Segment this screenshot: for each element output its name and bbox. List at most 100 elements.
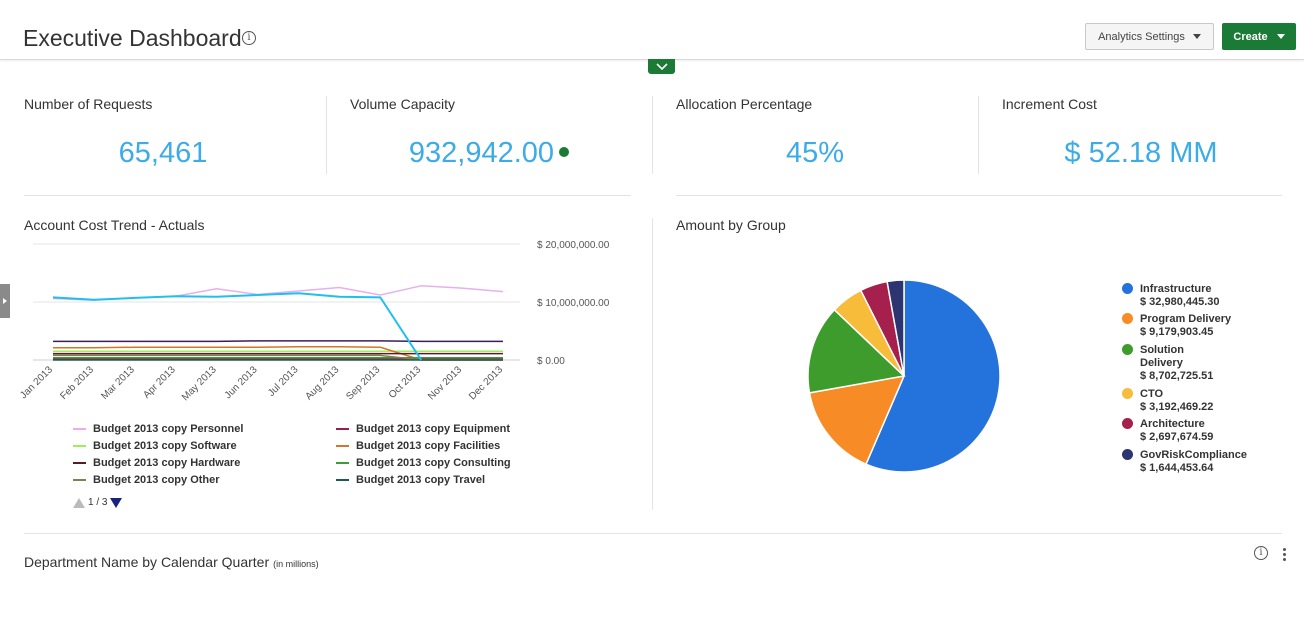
legend-value: $ 32,980,445.30 (1140, 296, 1220, 308)
x-tick-label: Sep 2013 (344, 364, 382, 402)
y-tick-label: $ 20,000,000.00 (537, 240, 610, 251)
quarter-title-text: Department Name by Calendar Quarter (24, 554, 270, 570)
kpi-volume-capacity: Volume Capacity 932,942.00 (350, 94, 628, 174)
info-icon[interactable]: i (1254, 546, 1268, 560)
pager-label: 1 / 3 (88, 497, 108, 508)
legend-dot (1122, 388, 1133, 399)
legend-value: $ 9,179,903.45 (1140, 326, 1214, 338)
divider (24, 533, 1282, 534)
divider (978, 96, 979, 174)
legend-name: CTO (1140, 388, 1164, 400)
page-header: Executive Dashboard i Analytics Settings… (0, 0, 1304, 60)
pie-legend-item[interactable]: Program Delivery $ 9,179,903.45 (1122, 313, 1270, 339)
legend-swatch (336, 445, 349, 447)
legend-label: Budget 2013 copy Hardware (93, 457, 241, 469)
kpi-label: Number of Requests (24, 96, 153, 112)
divider (676, 195, 1282, 196)
x-tick-label: Jun 2013 (223, 364, 260, 401)
legend-item[interactable]: Budget 2013 copy Hardware (73, 457, 240, 469)
legend-swatch (336, 479, 349, 481)
legend-item[interactable]: Budget 2013 copy Software (73, 440, 237, 452)
pie-slice[interactable] (865, 279, 1001, 473)
caret-down-icon (1276, 34, 1285, 39)
kpi-value: 65,461 (118, 137, 208, 169)
legend-swatch (73, 428, 86, 430)
x-tick-label: Jul 2013 (266, 364, 301, 399)
legend-item[interactable]: Budget 2013 copy Other (73, 474, 220, 486)
legend-swatch (336, 428, 349, 430)
amount-by-group-chart (807, 279, 1001, 473)
kpi-label: Allocation Percentage (676, 96, 813, 112)
kpi-value: $ 52.18 MM (1064, 137, 1218, 169)
kpi-label: Increment Cost (1002, 96, 1097, 112)
group-chart-title: Amount by Group (676, 217, 786, 233)
legend-swatch (73, 445, 86, 447)
collapse-header-toggle[interactable] (648, 59, 675, 74)
pie-slice[interactable] (807, 308, 906, 394)
page-down-icon[interactable] (110, 497, 123, 508)
pie-legend-item[interactable]: Solution Delivery $ 8,702,725.51 (1122, 344, 1270, 383)
legend-label: Budget 2013 copy Personnel (93, 423, 244, 435)
quarter-chart-title: Department Name by Calendar Quarter (in m… (24, 554, 319, 570)
legend-item[interactable]: Budget 2013 copy Equipment (336, 423, 510, 435)
account-cost-trend-chart: $ 20,000,000.00 $ 10,000,000.00 $ 0.00 Jan … (18, 240, 610, 403)
legend-item[interactable]: Budget 2013 copy Travel (336, 474, 485, 486)
legend-label: Budget 2013 copy Consulting (356, 457, 511, 469)
legend-swatch (336, 462, 349, 464)
legend-dot (1122, 283, 1133, 294)
page-title: Executive Dashboard (23, 25, 242, 51)
pie-legend-item[interactable]: Infrastructure $ 32,980,445.30 (1122, 283, 1270, 309)
divider (652, 218, 653, 510)
legend-swatch (73, 479, 86, 481)
legend-value: $ 8,702,725.51 (1140, 370, 1214, 382)
x-tick-label: Feb 2013 (58, 364, 96, 402)
create-button[interactable]: Create (1222, 23, 1296, 50)
legend-label: Budget 2013 copy Facilities (356, 440, 501, 452)
kpi-allocation-percentage: Allocation Percentage 45% (676, 94, 954, 174)
legend-name: Solution Delivery (1140, 344, 1184, 369)
page-up-icon[interactable] (73, 497, 85, 508)
chevron-down-icon (655, 62, 668, 70)
pie-legend-item[interactable]: GovRiskCompliance $ 1,644,453.64 (1122, 449, 1270, 475)
quarter-note: (in millions) (273, 559, 319, 569)
legend-name: GovRiskCompliance (1140, 449, 1247, 461)
legend-dot (1122, 418, 1133, 429)
kpi-value-wrap: 932,942.00 (350, 137, 628, 170)
legend-item[interactable]: Budget 2013 copy Personnel (73, 423, 243, 435)
x-tick-label: Apr 2013 (141, 364, 178, 401)
pie-slice[interactable] (886, 279, 905, 377)
trend-chart-title: Account Cost Trend - Actuals (24, 217, 205, 233)
more-options-icon[interactable] (1283, 548, 1286, 561)
x-tick-label: Aug 2013 (303, 364, 341, 402)
x-tick-label: Nov 2013 (426, 364, 464, 402)
x-tick-label: Jan 2013 (18, 364, 55, 401)
y-tick-label: $ 10,000,000.00 (537, 298, 610, 309)
kpi-value: 45% (785, 137, 845, 169)
analytics-settings-button[interactable]: Analytics Settings (1085, 23, 1214, 50)
info-icon[interactable]: i (242, 31, 256, 45)
side-panel-toggle[interactable] (0, 284, 10, 318)
legend-item[interactable]: Budget 2013 copy Consulting (336, 457, 511, 469)
series-line (52, 292, 423, 361)
x-tick-label: May 2013 (180, 364, 219, 403)
x-tick-label: Oct 2013 (387, 364, 424, 401)
legend-name: Infrastructure (1140, 283, 1212, 295)
legend-dot (1122, 344, 1133, 355)
divider (24, 195, 631, 196)
legend-dot (1122, 313, 1133, 324)
legend-label: Budget 2013 copy Equipment (356, 423, 511, 435)
legend-name: Architecture (1140, 418, 1205, 430)
status-dot-icon (559, 147, 570, 158)
legend-label: Budget 2013 copy Software (93, 440, 237, 452)
chevron-right-icon (3, 298, 7, 304)
legend-item[interactable]: Budget 2013 copy Facilities (336, 440, 500, 452)
legend-label: Budget 2013 copy Other (93, 474, 220, 486)
legend-value: $ 2,697,674.59 (1140, 431, 1214, 443)
legend-pager: 1 / 3 (73, 497, 123, 508)
pie-slice[interactable] (808, 375, 906, 466)
pie-legend-item[interactable]: CTO $ 3,192,469.22 (1122, 388, 1270, 414)
pie-legend-item[interactable]: Architecture $ 2,697,674.59 (1122, 418, 1270, 444)
y-tick-label: $ 0.00 (537, 356, 565, 367)
x-tick-label: Mar 2013 (99, 364, 137, 402)
kpi-number-of-requests: Number of Requests 65,461 (24, 94, 302, 174)
